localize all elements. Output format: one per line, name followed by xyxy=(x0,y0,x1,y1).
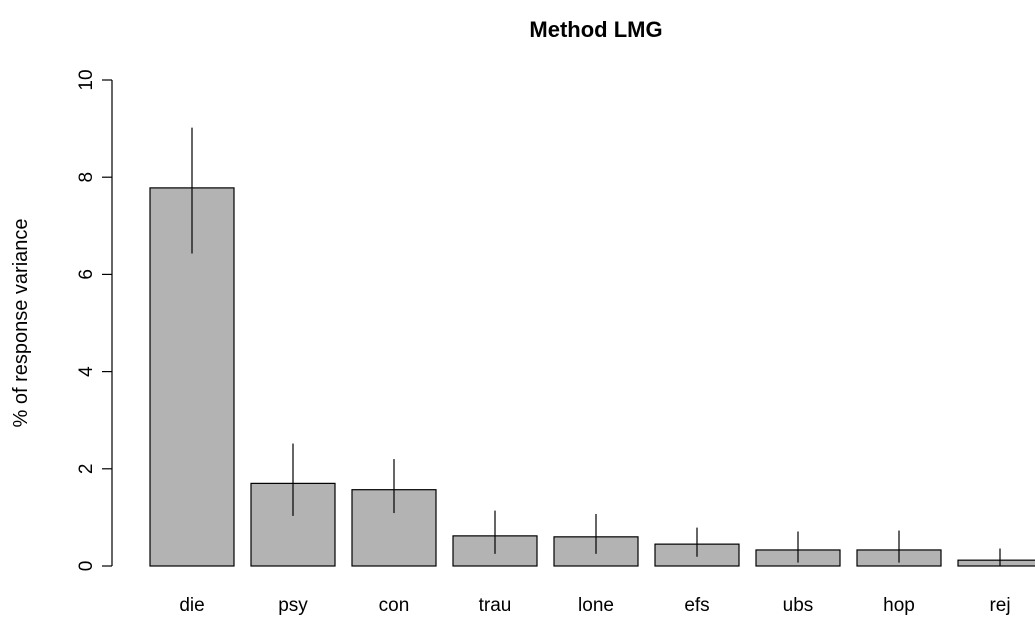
category-label-hop: hop xyxy=(883,595,915,616)
y-tick-label: 2 xyxy=(76,464,97,475)
category-label-die: die xyxy=(179,595,204,616)
category-label-psy: psy xyxy=(278,595,308,616)
chart-title: Method LMG xyxy=(529,17,662,42)
category-label-trau: trau xyxy=(479,595,512,616)
category-label-rej: rej xyxy=(989,595,1010,616)
y-tick-label: 4 xyxy=(76,366,97,377)
error-bars xyxy=(191,127,1001,566)
category-label-efs: efs xyxy=(684,595,709,616)
category-label-ubs: ubs xyxy=(783,595,814,616)
bars xyxy=(149,187,1035,567)
y-tick-label: 8 xyxy=(76,172,97,183)
category-label-lone: lone xyxy=(578,595,614,616)
category-labels: die psy con trau lone efs ubs hop rej xyxy=(179,595,1010,616)
y-axis-label: % of response variance xyxy=(10,218,32,427)
y-axis: 0 2 4 6 8 10 xyxy=(76,69,113,572)
category-label-con: con xyxy=(379,595,410,616)
y-tick-label: 0 xyxy=(76,561,97,572)
bar-rej xyxy=(957,559,1035,567)
y-tick-label: 6 xyxy=(76,269,97,280)
y-tick-label: 10 xyxy=(76,69,97,90)
